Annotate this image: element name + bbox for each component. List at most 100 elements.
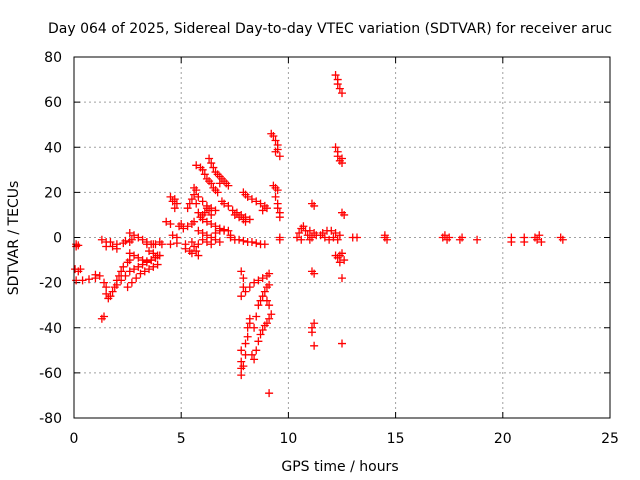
data-point: [130, 251, 139, 260]
data-point: [303, 231, 312, 240]
data-point: [262, 204, 271, 213]
data-point: [273, 204, 282, 213]
data-point: [224, 201, 233, 210]
data-points: [71, 71, 567, 398]
data-point: [271, 136, 280, 145]
data-point: [183, 204, 192, 213]
data-point: [117, 267, 126, 276]
data-point: [247, 350, 256, 359]
data-point: [269, 131, 278, 140]
data-point: [335, 258, 344, 267]
data-point: [247, 238, 256, 247]
data-point: [299, 222, 308, 231]
data-point: [187, 249, 196, 258]
data-point: [305, 226, 314, 235]
data-point: [91, 270, 100, 279]
data-point: [125, 249, 134, 258]
data-point: [252, 239, 261, 248]
data-point: [125, 228, 134, 237]
data-point: [329, 233, 338, 242]
data-point: [153, 251, 162, 260]
data-point: [202, 217, 211, 226]
data-point: [307, 233, 316, 242]
data-point: [247, 195, 256, 204]
data-point: [147, 256, 156, 265]
data-point: [232, 208, 241, 217]
data-point: [338, 89, 346, 98]
data-point: [237, 371, 246, 380]
data-point: [338, 274, 346, 283]
data-point: [239, 236, 248, 245]
data-point: [473, 235, 482, 244]
data-point: [149, 249, 158, 258]
data-point: [335, 231, 344, 240]
data-point: [262, 296, 271, 305]
data-point: [310, 269, 319, 278]
data-point: [76, 265, 85, 274]
data-point: [121, 271, 130, 280]
data-point: [245, 215, 254, 224]
data-point: [194, 192, 203, 201]
data-point: [194, 251, 203, 260]
data-point: [130, 265, 139, 274]
data-point: [157, 240, 166, 249]
data-point: [192, 247, 201, 256]
data-point: [533, 235, 542, 244]
data-point: [331, 228, 340, 237]
data-point: [119, 262, 128, 271]
y-axis-title: SDTVAR / TECUs: [6, 181, 22, 296]
data-point: [295, 228, 304, 237]
data-point: [335, 84, 344, 93]
data-point: [134, 262, 143, 271]
data-point: [250, 278, 259, 287]
data-point: [250, 355, 259, 364]
data-point: [353, 233, 362, 242]
data-point: [187, 238, 196, 247]
data-point: [535, 231, 544, 240]
data-point: [132, 274, 141, 283]
data-point: [162, 217, 171, 226]
data-point: [271, 147, 280, 156]
data-point: [250, 323, 259, 332]
data-point: [320, 233, 329, 242]
data-point: [95, 271, 104, 280]
data-point: [228, 206, 237, 215]
data-point: [187, 195, 196, 204]
data-point: [183, 222, 192, 231]
data-point: [241, 339, 250, 348]
data-point: [112, 280, 121, 289]
data-point: [258, 326, 267, 335]
data-point: [121, 236, 130, 245]
y-tick-labels: -80 -60 -40 -20 0 20 40 60 80: [39, 50, 62, 427]
data-point: [256, 330, 265, 339]
data-point: [243, 192, 252, 201]
data-point: [112, 244, 121, 253]
data-point: [200, 170, 209, 179]
data-point: [380, 231, 389, 240]
data-point: [243, 332, 252, 341]
data-point: [177, 219, 186, 228]
data-point: [327, 226, 336, 235]
data-point: [194, 226, 203, 235]
data-point: [97, 235, 106, 244]
data-point: [260, 287, 269, 296]
data-point: [202, 201, 211, 210]
data-point: [265, 314, 274, 323]
data-point: [235, 235, 244, 244]
data-point: [207, 240, 216, 249]
data-point: [507, 238, 516, 247]
data-point: [207, 159, 216, 168]
data-point: [260, 240, 269, 249]
data-point: [237, 357, 246, 366]
data-point: [211, 206, 220, 215]
data-point: [100, 312, 109, 321]
data-point: [138, 235, 147, 244]
data-point: [207, 233, 216, 242]
data-point: [192, 161, 201, 170]
chart-title: Day 064 of 2025, Sidereal Day-to-day VTE…: [48, 21, 612, 37]
data-point: [224, 226, 233, 235]
data-point: [209, 163, 218, 172]
data-point: [241, 213, 250, 222]
data-point: [134, 253, 143, 262]
y-tick-label: 60: [44, 95, 62, 111]
